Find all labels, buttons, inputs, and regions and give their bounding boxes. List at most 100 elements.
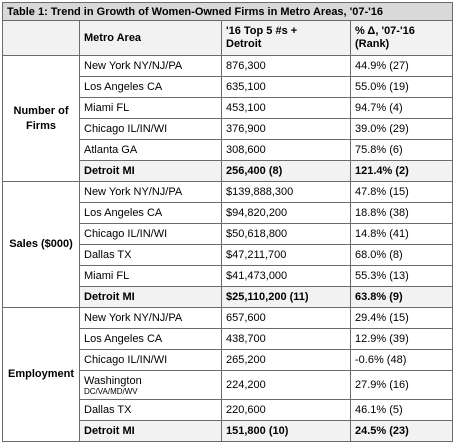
table-row: Detroit MI $25,110,200 (11) 63.8% (9) [3, 286, 454, 308]
header-value: '16 Top 5 #s + Detroit [221, 20, 351, 56]
value-cell: $94,820,200 [221, 202, 351, 224]
value-cell: 376,900 [221, 118, 351, 140]
metro-area-name: Dallas TX [84, 249, 132, 261]
pct-change-cell: 55.0% (19) [349, 76, 454, 98]
metro-area-cell: Detroit MI [79, 160, 222, 182]
table-row: Employment New York NY/NJ/PA 657,600 29.4% … [2, 307, 454, 442]
section-label-line1: Employment [7, 368, 74, 380]
metro-area-name: New York NY/NJ/PA [84, 312, 183, 324]
table-row: Los Angeles CA 438,700 12.9% (39) [3, 328, 454, 350]
pct-change-cell: 24.5% (23) [349, 420, 454, 442]
metro-area-name: Los Angeles CA [84, 81, 163, 93]
table-row: Detroit MI 151,800 (10) 24.5% (23) [3, 420, 454, 442]
table-row: Los Angeles CA $94,820,200 18.8% (38) [3, 202, 454, 224]
metro-area-name: Detroit MI [84, 291, 135, 303]
header-pct: % Δ, '07-'16 (Rank) [349, 20, 454, 56]
pct-change-cell: 18.8% (38) [349, 202, 454, 224]
section-label-line2: Firms [26, 119, 56, 132]
section-label-line1: Sales ($000) [9, 238, 73, 250]
section-label: Employment [2, 307, 80, 442]
value-cell: 151,800 (10) [221, 420, 351, 442]
metro-area-name: Detroit MI [84, 425, 135, 437]
table-row: Dallas TX 220,600 46.1% (5) [3, 399, 454, 421]
header-pct-line2: (Rank) [355, 38, 390, 50]
metro-area-cell: Chicago IL/IN/WI [79, 223, 222, 245]
value-cell: $25,110,200 (11) [221, 286, 351, 308]
metro-area-cell: Miami FL [79, 97, 222, 119]
metro-area-name: Detroit MI [84, 165, 135, 177]
value-cell: 635,100 [221, 76, 351, 98]
table-row: Atlanta GA 308,600 75.8% (6) [3, 139, 454, 161]
metro-area-name: New York NY/NJ/PA [84, 186, 183, 198]
value-cell: $41,473,000 [221, 265, 351, 287]
metro-area-cell: New York NY/NJ/PA [79, 181, 222, 203]
metro-area-cell: Los Angeles CA [79, 202, 222, 224]
metro-area-subtext: DC/VA/MD/WV [84, 386, 138, 396]
metro-area-cell: Los Angeles CA [79, 328, 222, 350]
metro-area-name: Los Angeles CA [84, 333, 163, 345]
pct-change-cell: 47.8% (15) [349, 181, 454, 203]
metro-area-cell: Dallas TX [79, 399, 222, 421]
value-cell: 220,600 [221, 399, 351, 421]
metro-area-cell: Atlanta GA [79, 139, 222, 161]
value-cell: $139,888,300 [221, 181, 351, 203]
metro-area-name: Washington [84, 374, 142, 387]
header-value-line1: '16 Top 5 #s + [226, 25, 298, 37]
pct-change-cell: 29.4% (15) [349, 307, 454, 329]
pct-change-cell: 14.8% (41) [349, 223, 454, 245]
pct-change-cell: 94.7% (4) [349, 97, 454, 119]
metro-area-cell: Detroit MI [79, 420, 222, 442]
table-row: Chicago IL/IN/WI $50,618,800 14.8% (41) [3, 223, 454, 245]
pct-change-cell: 39.0% (29) [349, 118, 454, 140]
table-body: Number of Firms New York NY/NJ/PA 876,300 44… [2, 55, 454, 442]
value-cell: 224,200 [221, 370, 351, 400]
table-row: Sales ($000) New York NY/NJ/PA $139,888,30… [2, 181, 454, 308]
metro-area-cell: Chicago IL/IN/WI [79, 349, 222, 371]
pct-change-cell: 27.9% (16) [349, 370, 454, 400]
value-cell: 256,400 (8) [221, 160, 351, 182]
metro-area-name: New York NY/NJ/PA [84, 60, 183, 72]
value-cell: 438,700 [221, 328, 351, 350]
metro-area-cell: Detroit MI [79, 286, 222, 308]
metro-area-cell: Washington DC/VA/MD/WV [79, 370, 222, 400]
metro-area-name: Los Angeles CA [84, 207, 163, 219]
section-label: Number of Firms [2, 55, 80, 182]
pct-change-cell: 12.9% (39) [349, 328, 454, 350]
metro-area-name: Chicago IL/IN/WI [84, 354, 168, 366]
value-cell: 453,100 [221, 97, 351, 119]
section-label-line1: Number of [13, 104, 69, 117]
header-metro-area: Metro Area [79, 20, 222, 56]
metro-area-cell: Chicago IL/IN/WI [79, 118, 222, 140]
header-pct-line1: % Δ, '07-'16 [355, 25, 415, 37]
table-title: Table 1: Trend in Growth of Women-Owned … [1, 2, 454, 21]
pct-change-cell: -0.6% (48) [349, 349, 454, 371]
metro-area-cell: Dallas TX [79, 244, 222, 266]
metro-area-name: Chicago IL/IN/WI [84, 123, 168, 135]
pct-change-cell: 68.0% (8) [349, 244, 454, 266]
pct-change-cell: 55.3% (13) [349, 265, 454, 287]
value-cell: 876,300 [221, 55, 351, 77]
metro-area-cell: New York NY/NJ/PA [79, 307, 222, 329]
pct-change-cell: 121.4% (2) [349, 160, 454, 182]
value-cell: 657,600 [221, 307, 351, 329]
growth-table: Table 1: Trend in Growth of Women-Owned … [1, 2, 454, 442]
pct-change-cell: 75.8% (6) [349, 139, 454, 161]
metro-area-name: Atlanta GA [84, 144, 138, 156]
pct-change-cell: 46.1% (5) [349, 399, 454, 421]
pct-change-cell: 44.9% (27) [349, 55, 454, 77]
header-blank-cell [2, 20, 80, 56]
metro-area-name: Dallas TX [84, 404, 132, 416]
value-cell: 308,600 [221, 139, 351, 161]
value-cell: $47,211,700 [221, 244, 351, 266]
table-row: Chicago IL/IN/WI 265,200 -0.6% (48) [3, 349, 454, 371]
section-label: Sales ($000) [2, 181, 80, 308]
pct-change-cell: 63.8% (9) [349, 286, 454, 308]
metro-area-name: Miami FL [84, 270, 130, 282]
table-row: Miami FL 453,100 94.7% (4) [3, 97, 454, 119]
table-row: Washington DC/VA/MD/WV 224,200 27.9% (16) [3, 370, 454, 400]
metro-area-name: Miami FL [84, 102, 130, 114]
value-cell: $50,618,800 [221, 223, 351, 245]
header-value-line2: Detroit [226, 38, 262, 50]
value-cell: 265,200 [221, 349, 351, 371]
table-row: Detroit MI 256,400 (8) 121.4% (2) [3, 160, 454, 182]
